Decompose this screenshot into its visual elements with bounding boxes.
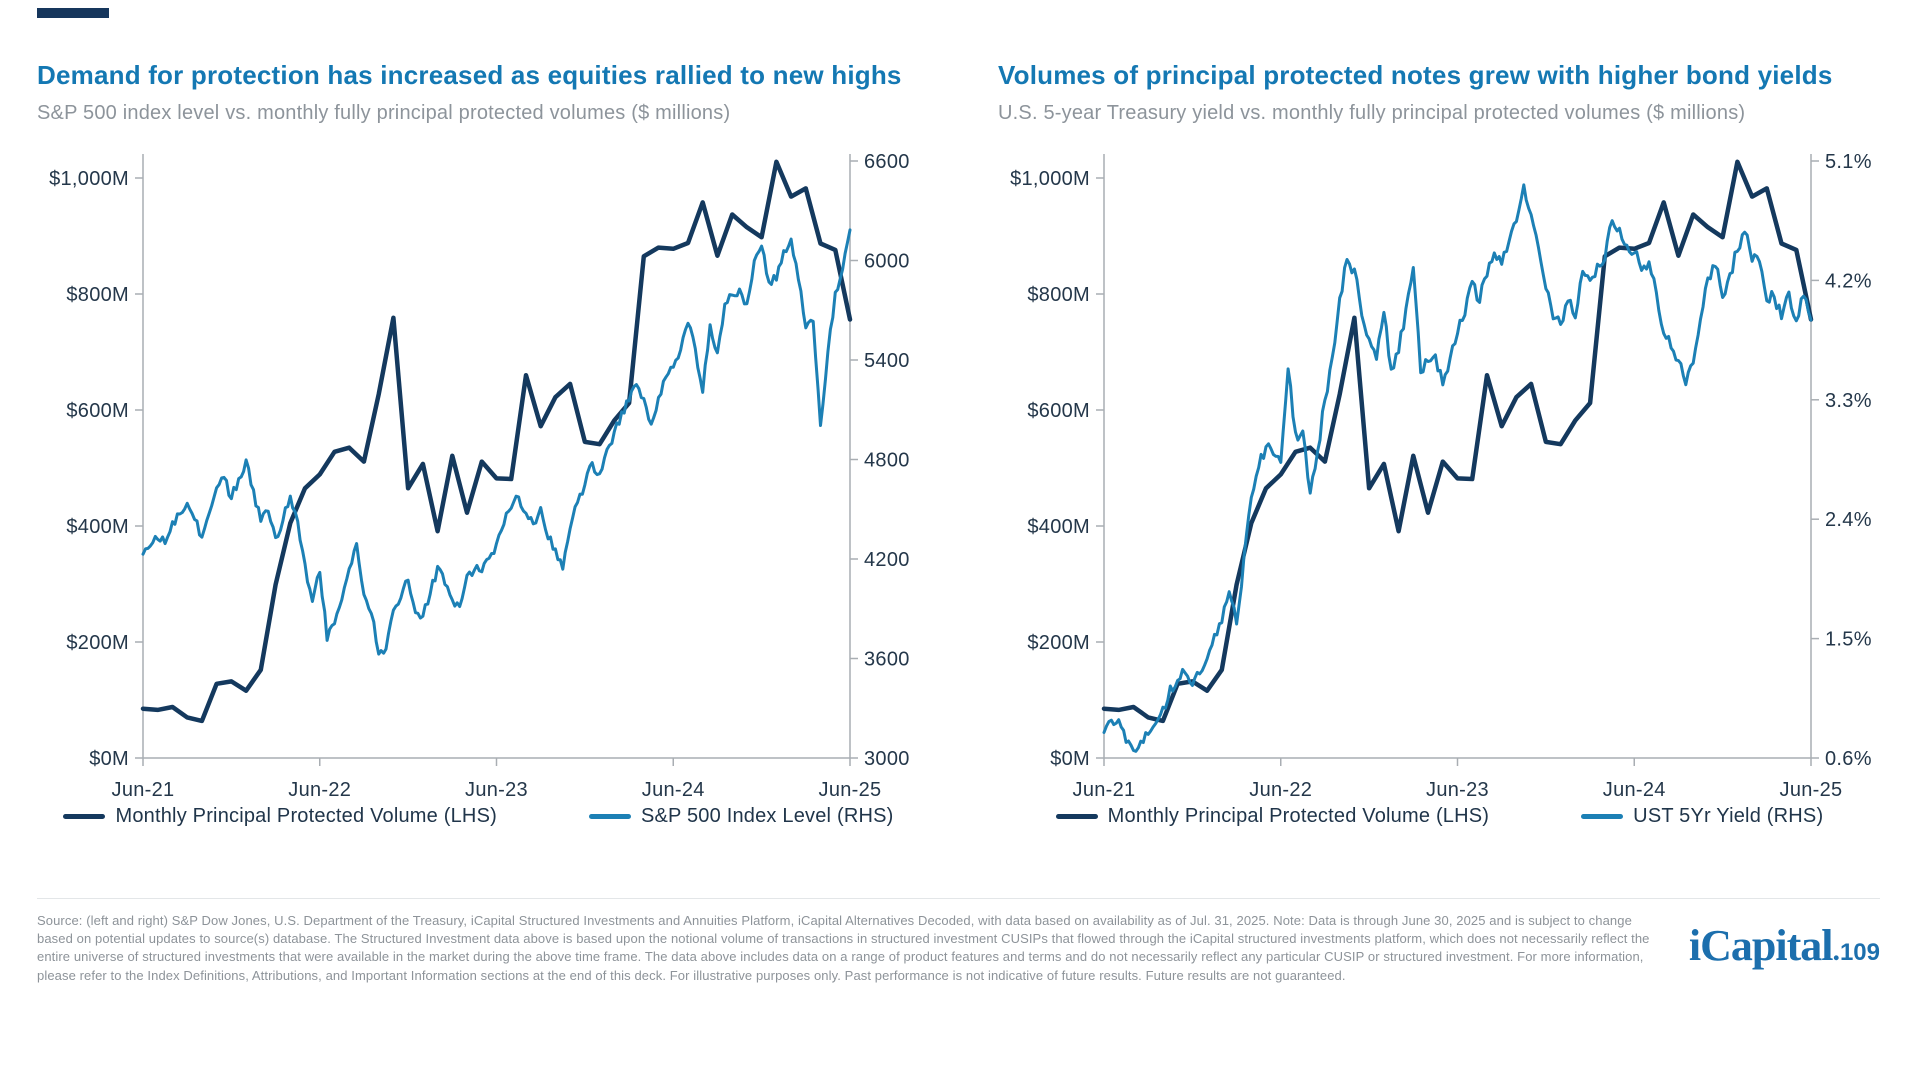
y-tick-label-left: $0M [89, 748, 129, 770]
y-tick-label-left: $400M [1027, 516, 1090, 538]
y-tick-label-left: $200M [1027, 632, 1090, 654]
x-tick-label: Jun-22 [288, 779, 351, 801]
legend-swatch-volume [1055, 814, 1098, 819]
y-tick-label-right: 0.6% [1825, 748, 1872, 770]
y-tick-label-right: 4800 [864, 450, 910, 472]
x-axis: Jun-21 Jun-22 Jun-23 Jun-24 Jun-25 [112, 758, 882, 801]
x-tick-label: Jun-23 [1426, 779, 1489, 801]
legend-item-volume: Monthly Principal Protected Volume (LHS) [1055, 805, 1490, 828]
y-tick-label-left: $400M [66, 516, 129, 538]
y-axis-left: $1,000M $800M $600M $400M $200M $0M [1010, 168, 1104, 770]
footer: Source: (left and right) S&P Dow Jones, … [37, 898, 1880, 985]
legend-item-volume: Monthly Principal Protected Volume (LHS) [63, 805, 497, 828]
icapital-logo: iCapital.109 [1689, 920, 1880, 971]
legend-item-sp500: S&P 500 Index Level (RHS) [588, 805, 894, 828]
line-chart-volume-vs-sp500: $1,000M $800M $600M $400M $200M $0M 6600 6000 54… [49, 151, 910, 801]
legend-item-ust5yr: UST 5Yr Yield (RHS) [1581, 805, 1823, 828]
x-tick-label: Jun-21 [1073, 779, 1136, 801]
logo-dot: . [1832, 934, 1840, 967]
legend-label: UST 5Yr Yield (RHS) [1633, 805, 1824, 827]
y-tick-label-right: 5.1% [1825, 151, 1872, 173]
y-tick-label-right: 2.4% [1825, 509, 1872, 531]
legend-swatch-volume [63, 814, 106, 819]
y-axis-left: $1,000M $800M $600M $400M $200M $0M [49, 168, 143, 770]
x-tick-label: Jun-25 [1780, 779, 1843, 801]
line-chart-volume-vs-ust5yr: $1,000M $800M $600M $400M $200M $0M 5.1% 4.2% 3.… [1010, 151, 1872, 801]
y-tick-label-left: $0M [1050, 748, 1090, 770]
y-axis-right: 5.1% 4.2% 3.3% 2.4% 1.5% 0.6% [1811, 151, 1872, 770]
series-market [141, 228, 852, 656]
accent-bar [37, 8, 109, 18]
legend-swatch-sp500 [588, 814, 631, 819]
page-number: 109 [1839, 939, 1880, 966]
legend-label: Monthly Principal Protected Volume (LHS) [115, 805, 497, 827]
y-tick-label-left: $800M [1027, 284, 1090, 306]
series-market [1102, 183, 1813, 753]
x-tick-label: Jun-24 [1603, 779, 1666, 801]
chart-subtitle: S&P 500 index level vs. monthly fully pr… [37, 102, 731, 124]
chart-panel-equities: Demand for protection has increased as e… [37, 58, 920, 828]
legend-label: S&P 500 Index Level (RHS) [640, 805, 894, 827]
y-tick-label-left: $1,000M [49, 168, 129, 190]
legend-swatch-ust5yr [1581, 814, 1624, 819]
chart-title: Volumes of principal protected notes gre… [998, 60, 1833, 90]
chart-title: Demand for protection has increased as e… [37, 60, 902, 90]
y-tick-label-left: $1,000M [1010, 168, 1090, 190]
axes [1103, 154, 1812, 759]
y-tick-label-left: $800M [66, 284, 129, 306]
y-tick-label-left: $600M [1027, 400, 1090, 422]
legend: Monthly Principal Protected Volume (LHS)… [37, 805, 920, 828]
y-tick-label-left: $600M [66, 400, 129, 422]
charts-row: Demand for protection has increased as e… [37, 58, 1881, 828]
axes [142, 154, 851, 759]
y-tick-label-right: 3000 [864, 748, 910, 770]
source-note: Source: (left and right) S&P Dow Jones, … [37, 913, 1650, 983]
x-tick-label: Jun-22 [1249, 779, 1312, 801]
y-tick-label-right: 4.2% [1825, 270, 1872, 292]
x-tick-label: Jun-25 [819, 779, 882, 801]
legend: Monthly Principal Protected Volume (LHS)… [998, 805, 1881, 828]
y-tick-label-right: 5400 [864, 350, 910, 372]
chart-panel-yields: Volumes of principal protected notes gre… [998, 58, 1881, 828]
y-tick-label-right: 4200 [864, 549, 910, 571]
y-tick-label-right: 1.5% [1825, 629, 1872, 651]
y-tick-label-right: 6600 [864, 151, 910, 173]
series-volume [1101, 159, 1814, 724]
chart-subtitle: U.S. 5-year Treasury yield vs. monthly f… [998, 102, 1746, 124]
legend-label: Monthly Principal Protected Volume (LHS) [1107, 805, 1490, 827]
x-axis: Jun-21 Jun-22 Jun-23 Jun-24 Jun-25 [1073, 758, 1843, 801]
y-tick-label-right: 6000 [864, 251, 910, 273]
y-axis-right: 6600 6000 5400 4800 4200 3600 3000 [850, 151, 910, 770]
logo-wordmark: iCapital [1688, 921, 1834, 970]
x-tick-label: Jun-24 [642, 779, 705, 801]
series-volume [140, 159, 853, 724]
x-tick-label: Jun-23 [465, 779, 528, 801]
x-tick-label: Jun-21 [112, 779, 175, 801]
y-tick-label-left: $200M [66, 632, 129, 654]
y-tick-label-right: 3.3% [1825, 390, 1872, 412]
y-tick-label-right: 3600 [864, 649, 910, 671]
